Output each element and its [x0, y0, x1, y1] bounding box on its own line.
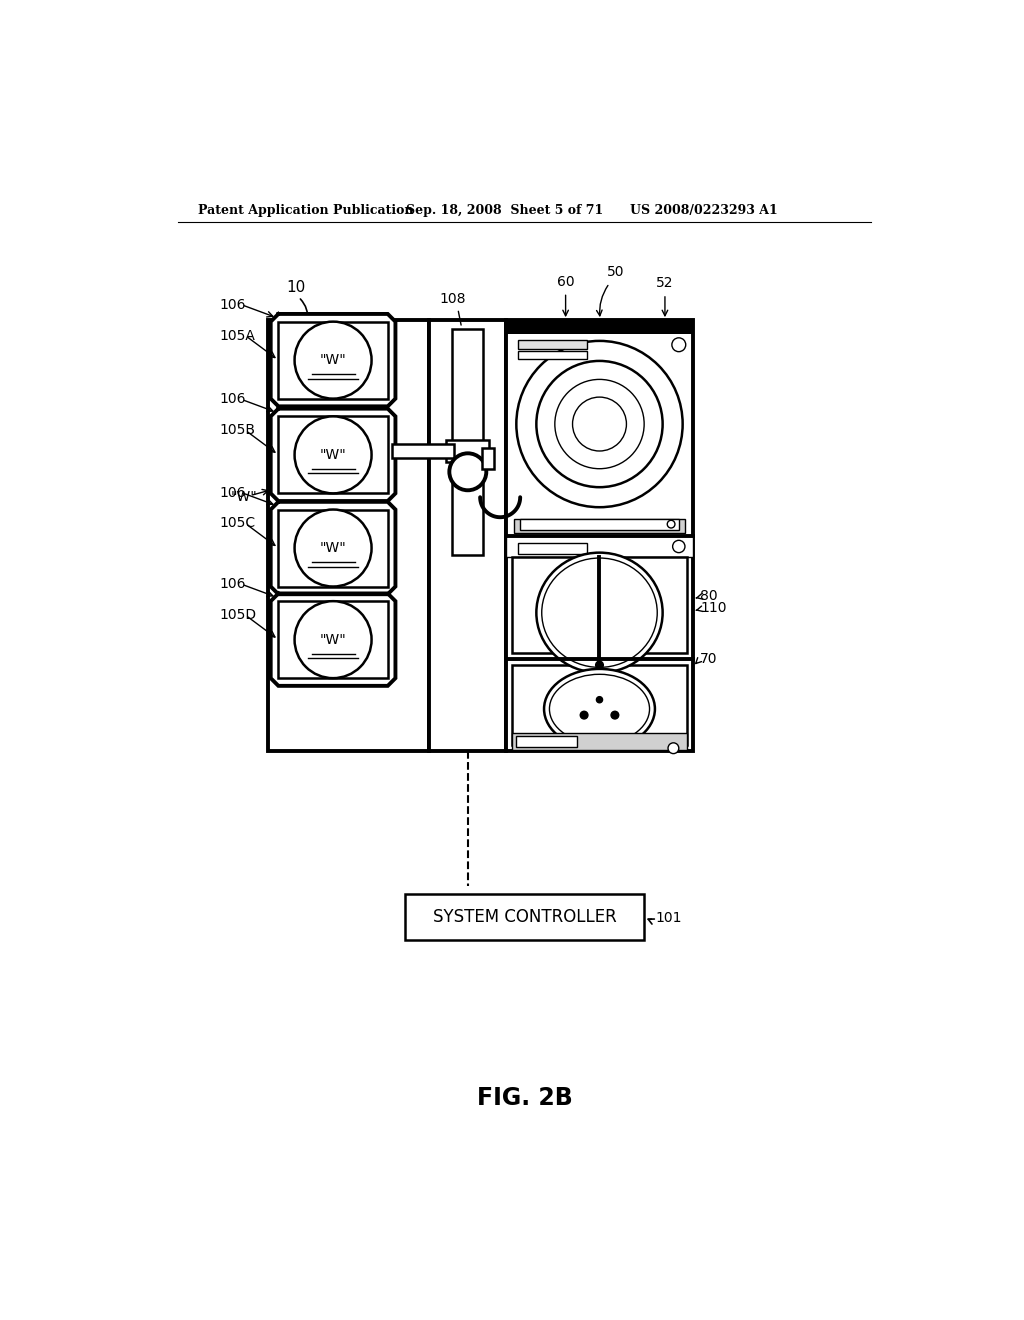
Bar	[506, 321, 692, 751]
Bar	[512, 665, 686, 744]
Circle shape	[581, 711, 588, 719]
Text: 108: 108	[439, 292, 466, 305]
Bar	[506, 536, 692, 557]
Circle shape	[295, 510, 372, 586]
Circle shape	[596, 697, 602, 702]
Circle shape	[668, 743, 679, 754]
Bar	[267, 321, 429, 751]
Polygon shape	[270, 409, 395, 502]
Bar	[515, 737, 578, 747]
Bar	[518, 341, 587, 350]
Text: Sep. 18, 2008  Sheet 5 of 71: Sep. 18, 2008 Sheet 5 of 71	[407, 205, 603, 218]
Circle shape	[295, 416, 372, 494]
Bar	[518, 544, 587, 554]
Bar	[512, 733, 686, 750]
Text: 106: 106	[220, 298, 247, 312]
Circle shape	[611, 711, 618, 719]
Text: 50: 50	[607, 265, 625, 280]
Bar	[279, 510, 388, 586]
Bar	[481, 447, 494, 470]
Text: "W": "W"	[319, 541, 346, 554]
Ellipse shape	[542, 558, 657, 668]
Bar	[392, 444, 454, 458]
Bar	[279, 322, 388, 399]
Circle shape	[516, 341, 683, 507]
Circle shape	[596, 661, 603, 669]
Text: 105B: 105B	[220, 424, 256, 437]
Bar	[520, 519, 679, 529]
Circle shape	[673, 540, 685, 553]
Ellipse shape	[544, 669, 655, 748]
Polygon shape	[270, 502, 395, 594]
Text: FIG. 2B: FIG. 2B	[477, 1086, 572, 1110]
Text: 60: 60	[557, 275, 574, 289]
Text: 106: 106	[220, 577, 247, 591]
Ellipse shape	[537, 553, 663, 673]
Circle shape	[572, 397, 627, 451]
Text: 105C: 105C	[220, 516, 256, 531]
Bar	[279, 601, 388, 678]
Bar	[446, 441, 489, 462]
Text: SYSTEM CONTROLLER: SYSTEM CONTROLLER	[433, 908, 616, 925]
Text: 80: 80	[700, 589, 718, 603]
Bar	[514, 519, 685, 533]
Ellipse shape	[550, 675, 649, 743]
Text: 101: 101	[655, 911, 682, 925]
Bar	[506, 321, 692, 334]
Text: 105A: 105A	[220, 329, 256, 342]
Bar	[429, 321, 506, 751]
Polygon shape	[270, 314, 395, 407]
Text: 105D: 105D	[220, 609, 257, 622]
Circle shape	[295, 322, 372, 399]
Text: "W": "W"	[230, 490, 257, 504]
Text: "W": "W"	[319, 632, 346, 647]
Circle shape	[450, 453, 486, 490]
Bar	[406, 894, 644, 940]
Circle shape	[668, 520, 675, 528]
Text: 106: 106	[220, 486, 247, 499]
Circle shape	[672, 338, 686, 351]
Text: 70: 70	[700, 652, 718, 665]
Circle shape	[295, 601, 372, 678]
Bar	[512, 557, 686, 653]
Bar	[453, 330, 483, 554]
Circle shape	[555, 379, 644, 469]
Circle shape	[537, 360, 663, 487]
Polygon shape	[270, 594, 395, 686]
Text: 52: 52	[656, 276, 674, 290]
Text: 110: 110	[700, 601, 727, 615]
Text: 106: 106	[220, 392, 247, 407]
Text: 10: 10	[286, 280, 305, 296]
Text: "W": "W"	[319, 354, 346, 367]
Bar	[518, 351, 587, 359]
Text: Patent Application Publication: Patent Application Publication	[199, 205, 414, 218]
Text: US 2008/0223293 A1: US 2008/0223293 A1	[630, 205, 777, 218]
Bar	[279, 416, 388, 494]
Text: "W": "W"	[319, 447, 346, 462]
